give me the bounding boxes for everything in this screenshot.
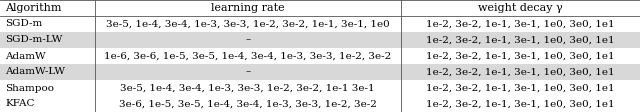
Text: 1e-2, 3e-2, 1e-1, 3e-1, 1e0, 3e0, 1e1: 1e-2, 3e-2, 1e-1, 3e-1, 1e0, 3e0, 1e1 [426, 36, 614, 44]
Text: weight decay γ: weight decay γ [478, 3, 563, 13]
Text: KFAC: KFAC [5, 99, 35, 109]
Bar [0, 32, 640, 48]
Text: 1e-2, 3e-2, 1e-1, 3e-1, 1e0, 3e0, 1e1: 1e-2, 3e-2, 1e-1, 3e-1, 1e0, 3e0, 1e1 [426, 19, 614, 28]
Text: –: – [245, 36, 250, 44]
Text: 3e-5, 1e-4, 3e-4, 1e-3, 3e-3, 1e-2, 3e-2, 1e-1 3e-1: 3e-5, 1e-4, 3e-4, 1e-3, 3e-3, 1e-2, 3e-2… [120, 84, 375, 93]
Text: 3e-5, 1e-4, 3e-4, 1e-3, 3e-3, 1e-2, 3e-2, 1e-1, 3e-1, 1e0: 3e-5, 1e-4, 3e-4, 1e-3, 3e-3, 1e-2, 3e-2… [106, 19, 390, 28]
Text: AdamW: AdamW [5, 52, 45, 60]
Text: 1e-2, 3e-2, 1e-1, 3e-1, 1e0, 3e0, 1e1: 1e-2, 3e-2, 1e-1, 3e-1, 1e0, 3e0, 1e1 [426, 99, 614, 109]
Text: 3e-6, 1e-5, 3e-5, 1e-4, 3e-4, 1e-3, 3e-3, 1e-2, 3e-2: 3e-6, 1e-5, 3e-5, 1e-4, 3e-4, 1e-3, 3e-3… [119, 99, 376, 109]
Text: learning rate: learning rate [211, 3, 285, 13]
Text: SGD-m: SGD-m [5, 19, 42, 28]
Bar [0, 64, 640, 80]
Text: –: – [245, 68, 250, 76]
Text: 1e-6, 3e-6, 1e-5, 3e-5, 1e-4, 3e-4, 1e-3, 3e-3, 1e-2, 3e-2: 1e-6, 3e-6, 1e-5, 3e-5, 1e-4, 3e-4, 1e-3… [104, 52, 391, 60]
Text: AdamW-LW: AdamW-LW [5, 68, 65, 76]
Text: 1e-2, 3e-2, 1e-1, 3e-1, 1e0, 3e0, 1e1: 1e-2, 3e-2, 1e-1, 3e-1, 1e0, 3e0, 1e1 [426, 84, 614, 93]
Text: 1e-2, 3e-2, 1e-1, 3e-1, 1e0, 3e0, 1e1: 1e-2, 3e-2, 1e-1, 3e-1, 1e0, 3e0, 1e1 [426, 68, 614, 76]
Text: SGD-m-LW: SGD-m-LW [5, 36, 63, 44]
Text: 1e-2, 3e-2, 1e-1, 3e-1, 1e0, 3e0, 1e1: 1e-2, 3e-2, 1e-1, 3e-1, 1e0, 3e0, 1e1 [426, 52, 614, 60]
Text: Algorithm: Algorithm [5, 3, 61, 13]
Text: Shampoo: Shampoo [5, 84, 54, 93]
